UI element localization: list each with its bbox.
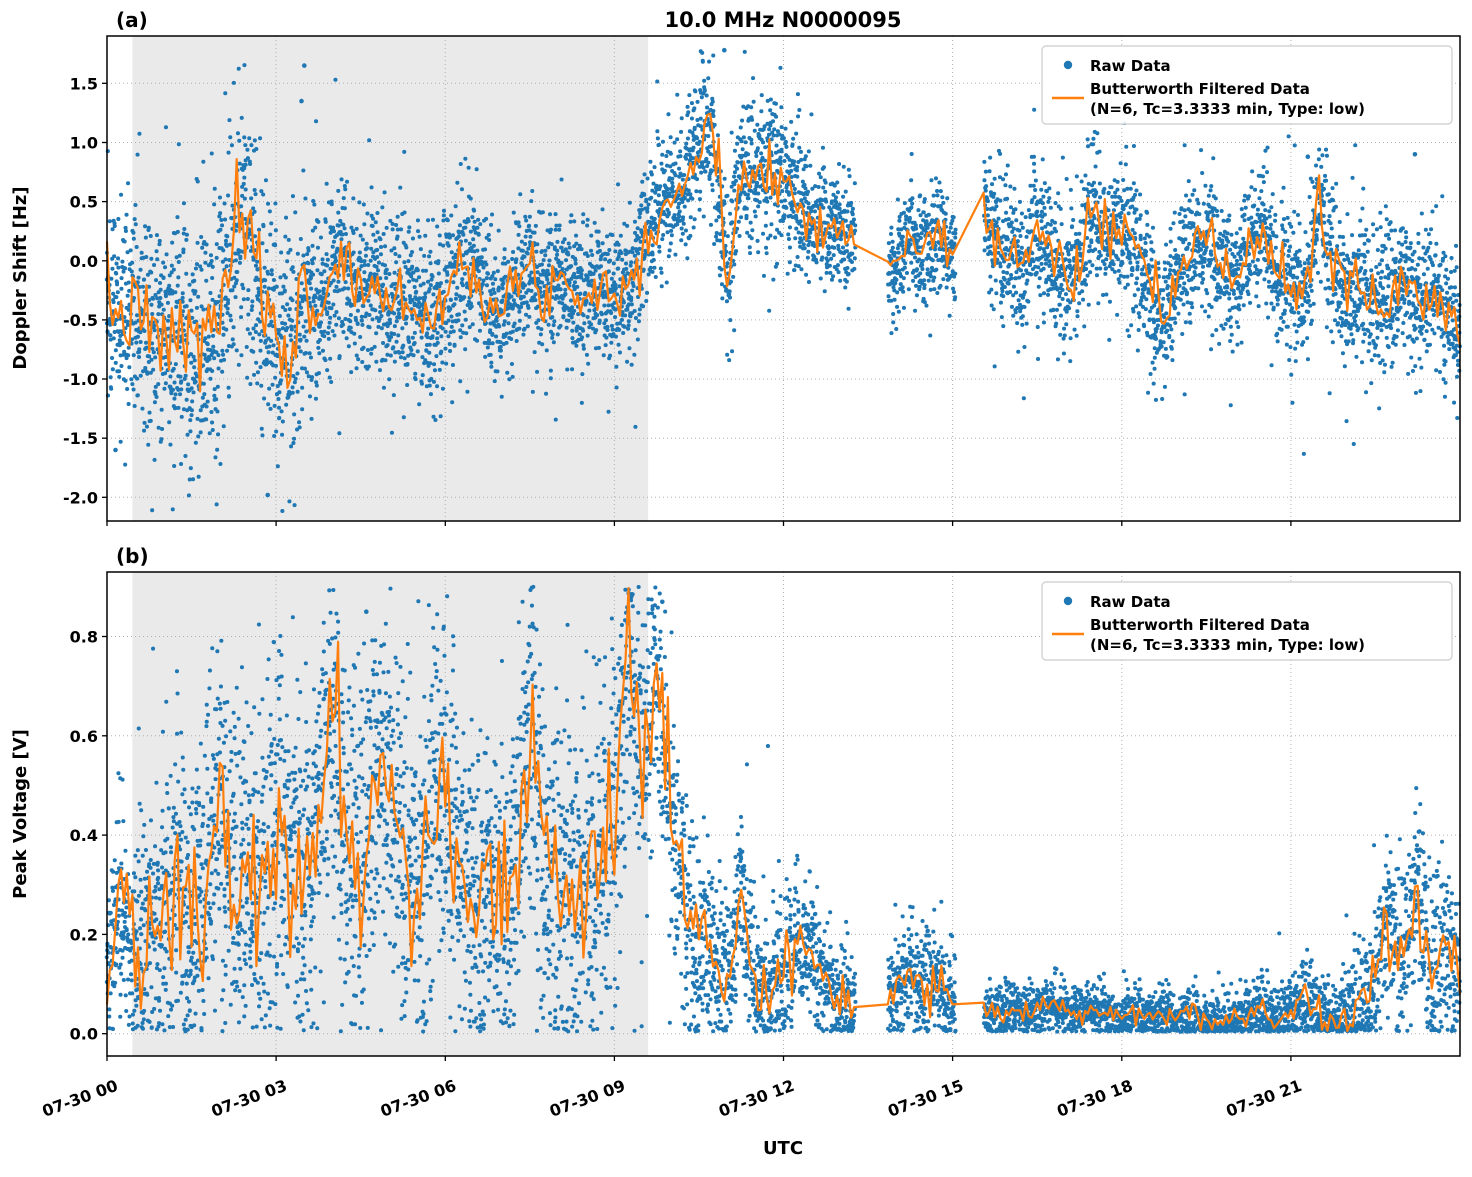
raw-data-outlier-point — [629, 594, 634, 600]
x-tick-label: 07-30 00 — [40, 1076, 121, 1121]
raw-data-outlier-point — [299, 98, 304, 104]
legend-raw-data-label: Raw Data — [1090, 593, 1171, 611]
legend: Raw Data Butterworth Filtered Data (N=6, T… — [1041, 581, 1453, 661]
x-tick-label: 07-30 09 — [547, 1076, 628, 1121]
x-tick-label: 07-30 18 — [1054, 1076, 1135, 1121]
legend-filtered-label-line1: Butterworth Filtered Data — [1090, 616, 1310, 634]
y-tick-label: -0.5 — [63, 311, 98, 330]
y-tick-label: 0.4 — [70, 826, 98, 845]
x-axis-label: UTC — [763, 1138, 803, 1159]
y-tick-label: 0.8 — [70, 628, 98, 647]
x-tick-label: 07-30 06 — [378, 1076, 459, 1121]
raw-data-outlier-point — [364, 609, 369, 614]
x-tick-label: 07-30 21 — [1224, 1076, 1305, 1121]
y-tick-label: 0.2 — [70, 925, 98, 944]
raw-data-outlier-point — [1412, 152, 1418, 157]
y-tick-label: -1.5 — [63, 429, 98, 448]
raw-data-outlier-point — [1305, 154, 1311, 159]
legend-box — [1041, 581, 1453, 661]
chart-title: 10.0 MHz N0000095 — [665, 8, 902, 32]
raw-data-outlier-point — [302, 63, 307, 68]
peak-voltage-panel: 07-30 00 07-30 03 07-30 06 07-30 09 07-30 12… — [40, 571, 1462, 1121]
y-tick-label: 0.0 — [70, 252, 98, 271]
y-tick-label: 0.0 — [70, 1025, 98, 1044]
y-tick-label: -1.0 — [63, 370, 98, 389]
legend: Raw Data Butterworth Filtered Data (N=6, T… — [1041, 45, 1453, 125]
panel-a-label: (a) — [116, 8, 148, 32]
voltage-y-axis-label: Peak Voltage [V] — [10, 729, 31, 899]
panel-b-label: (b) — [116, 544, 149, 568]
raw-data-outlier-point — [660, 599, 665, 605]
y-tick-label: 0.5 — [70, 193, 98, 212]
raw-data-outlier-point — [722, 47, 727, 53]
legend-filtered-label-line1: Butterworth Filtered Data — [1090, 80, 1310, 98]
x-tick-label: 07-30 12 — [716, 1076, 797, 1121]
x-tick-label: 07-30 03 — [209, 1076, 290, 1121]
y-tick-label: 1.5 — [70, 74, 98, 93]
doppler-y-axis-label: Doppler Shift [Hz] — [10, 186, 31, 369]
doppler-shift-panel: -2.0 -1.5 -1.0 -0.5 0.0 0.5 1.0 1.5 Raw Data Butt… — [63, 35, 1462, 526]
y-tick-label: 1.0 — [70, 134, 98, 153]
raw-data-marker-icon — [1063, 596, 1073, 606]
butterworth-filtered-line — [105, 586, 1462, 1033]
y-tick-label: -2.0 — [63, 488, 98, 507]
raw-data-marker-icon — [1063, 60, 1073, 70]
x-tick-label: 07-30 15 — [885, 1076, 966, 1121]
legend-raw-data-label: Raw Data — [1090, 57, 1171, 75]
y-tick-label: 0.6 — [70, 727, 98, 746]
raw-data-outlier-point — [265, 492, 271, 498]
raw-data-outlier-point — [113, 447, 118, 453]
legend-filtered-label-line2: (N=6, Tc=3.3333 min, Type: low) — [1090, 636, 1365, 654]
legend-box — [1041, 45, 1453, 125]
shaded-region — [132, 36, 649, 521]
legend-filtered-label-line2: (N=6, Tc=3.3333 min, Type: low) — [1090, 100, 1365, 118]
butterworth-filtered-line — [105, 112, 1462, 393]
